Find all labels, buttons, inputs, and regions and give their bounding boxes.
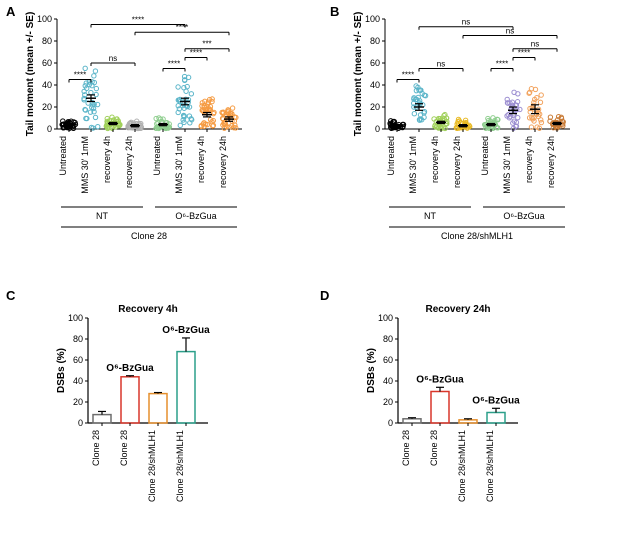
svg-text:O⁶-BzGua: O⁶-BzGua: [416, 374, 464, 385]
svg-text:Recovery 4h: Recovery 4h: [118, 304, 177, 315]
svg-text:MMS 30' 1mM: MMS 30' 1mM: [80, 136, 90, 194]
panel-b-chart: 0 20 40 60 80 100Tail moment (mean +/- SE) Unt…: [350, 14, 630, 279]
svg-text:O⁶-BzGua: O⁶-BzGua: [503, 211, 544, 221]
svg-text:Clone 28/shMLH1: Clone 28/shMLH1: [441, 231, 513, 241]
panel-c-label: C: [6, 288, 15, 303]
svg-text:80: 80: [73, 334, 83, 344]
svg-text:****: ****: [190, 49, 202, 58]
svg-text:Clone 28: Clone 28: [131, 231, 167, 241]
svg-text:20: 20: [370, 102, 380, 112]
svg-text:Tail moment (mean +/- SE): Tail moment (mean +/- SE): [25, 12, 36, 137]
svg-text:****: ****: [132, 16, 144, 25]
svg-text:****: ****: [168, 60, 180, 69]
svg-text:Clone 28/shMLH1: Clone 28/shMLH1: [175, 430, 185, 502]
svg-text:Untreated: Untreated: [386, 136, 396, 176]
svg-text:100: 100: [37, 14, 52, 24]
svg-text:Clone 28: Clone 28: [429, 430, 439, 466]
svg-text:40: 40: [73, 376, 83, 386]
svg-text:Clone 28: Clone 28: [119, 430, 129, 466]
svg-text:Clone 28/shMLH1: Clone 28/shMLH1: [485, 430, 495, 502]
svg-text:O⁶-BzGua: O⁶-BzGua: [175, 211, 216, 221]
svg-text:ns: ns: [462, 18, 470, 27]
svg-text:ns: ns: [437, 60, 445, 69]
svg-text:0: 0: [78, 418, 83, 428]
svg-text:60: 60: [42, 58, 52, 68]
svg-text:recovery 24h: recovery 24h: [452, 136, 462, 188]
svg-text:DSBs (%): DSBs (%): [366, 348, 377, 393]
svg-text:MMS 30' 1mM: MMS 30' 1mM: [408, 136, 418, 194]
svg-text:O⁶-BzGua: O⁶-BzGua: [106, 363, 154, 374]
svg-text:recovery 24h: recovery 24h: [546, 136, 556, 188]
svg-text:20: 20: [42, 102, 52, 112]
svg-text:NT: NT: [424, 211, 436, 221]
svg-text:Recovery 24h: Recovery 24h: [425, 304, 490, 315]
svg-text:40: 40: [383, 376, 393, 386]
svg-text:60: 60: [370, 58, 380, 68]
panel-a-chart: 0 20 40 60 80 100Tail moment (mean +/- SE) Unt…: [22, 14, 322, 279]
svg-text:****: ****: [518, 49, 530, 58]
svg-text:20: 20: [73, 397, 83, 407]
svg-text:recovery 4h: recovery 4h: [430, 136, 440, 183]
panel-d-chart: Recovery 24h 0 20 40 60 80 100 DSBs (%) Clone 28…: [360, 300, 580, 535]
svg-text:80: 80: [383, 334, 393, 344]
panel-d-label: D: [320, 288, 329, 303]
svg-text:recovery 24h: recovery 24h: [124, 136, 134, 188]
svg-text:60: 60: [73, 355, 83, 365]
svg-text:recovery 4h: recovery 4h: [524, 136, 534, 183]
svg-text:Untreated: Untreated: [152, 136, 162, 176]
svg-text:recovery 24h: recovery 24h: [218, 136, 228, 188]
svg-text:Tail moment (mean +/- SE): Tail moment (mean +/- SE): [353, 12, 364, 137]
svg-text:Clone 28: Clone 28: [401, 430, 411, 466]
svg-text:0: 0: [388, 418, 393, 428]
svg-text:60: 60: [383, 355, 393, 365]
svg-text:100: 100: [68, 313, 83, 323]
svg-text:****: ****: [496, 60, 508, 69]
svg-text:ns: ns: [109, 54, 117, 63]
svg-text:NT: NT: [96, 211, 108, 221]
svg-text:20: 20: [383, 397, 393, 407]
svg-text:****: ****: [74, 71, 86, 80]
svg-text:recovery 4h: recovery 4h: [196, 136, 206, 183]
svg-text:ns: ns: [531, 40, 539, 49]
svg-text:100: 100: [378, 313, 393, 323]
svg-text:0: 0: [375, 124, 380, 134]
svg-text:80: 80: [370, 36, 380, 46]
svg-text:40: 40: [42, 80, 52, 90]
svg-text:DSBs (%): DSBs (%): [56, 348, 67, 393]
svg-text:MMS 30' 1mM: MMS 30' 1mM: [502, 136, 512, 194]
svg-text:100: 100: [365, 14, 380, 24]
svg-text:***: ***: [202, 40, 211, 49]
svg-text:Clone 28: Clone 28: [91, 430, 101, 466]
svg-text:O⁶-BzGua: O⁶-BzGua: [472, 395, 520, 406]
svg-text:Untreated: Untreated: [58, 136, 68, 176]
svg-text:Clone 28/shMLH1: Clone 28/shMLH1: [457, 430, 467, 502]
svg-text:****: ****: [402, 71, 414, 80]
svg-text:0: 0: [47, 124, 52, 134]
panel-b-label: B: [330, 4, 339, 19]
svg-text:recovery 4h: recovery 4h: [102, 136, 112, 183]
svg-text:Untreated: Untreated: [480, 136, 490, 176]
svg-text:40: 40: [370, 80, 380, 90]
panel-c-chart: Recovery 4h 0 20 40 60 80 100 DSBs (%) Clone 28 C…: [50, 300, 270, 535]
svg-text:O⁶-BzGua: O⁶-BzGua: [162, 325, 210, 336]
svg-text:Clone 28/shMLH1: Clone 28/shMLH1: [147, 430, 157, 502]
svg-text:MMS 30' 1mM: MMS 30' 1mM: [174, 136, 184, 194]
svg-text:80: 80: [42, 36, 52, 46]
panel-a-label: A: [6, 4, 15, 19]
